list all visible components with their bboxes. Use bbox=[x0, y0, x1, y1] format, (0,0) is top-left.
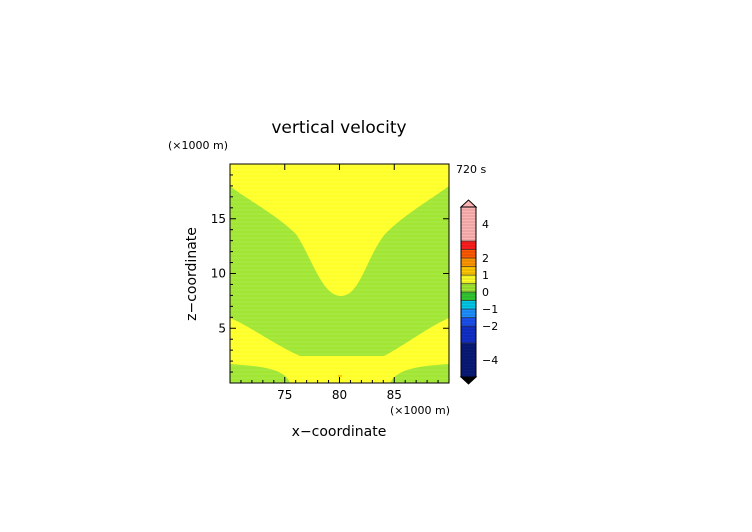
y-tick-label: 15 bbox=[211, 212, 226, 226]
colorbar-tick-label: 1 bbox=[482, 269, 489, 282]
center-speck bbox=[338, 375, 342, 377]
raster-stripes bbox=[230, 165, 449, 383]
chart-title: vertical velocity bbox=[271, 118, 406, 138]
colorbar-band bbox=[460, 266, 477, 276]
colorbar-tick-label: 0 bbox=[482, 286, 489, 299]
x-axis-label: x−coordinate bbox=[292, 424, 387, 440]
y-tick-label: 5 bbox=[218, 321, 226, 335]
lower-updraft-region bbox=[230, 318, 449, 383]
colorbar-underflow-arrow bbox=[459, 376, 478, 385]
x-unit-label: (×1000 m) bbox=[390, 404, 450, 417]
colorbar-tick-label: 2 bbox=[482, 252, 489, 265]
x-tick-label: 75 bbox=[277, 388, 292, 402]
colorbar-band bbox=[460, 291, 477, 301]
colorbar-tick-label: 4 bbox=[482, 218, 489, 231]
x-tick-label: 85 bbox=[387, 388, 402, 402]
y-unit-label: (×1000 m) bbox=[168, 139, 228, 152]
upper-updraft-region bbox=[230, 164, 449, 296]
colorbar-overflow-arrow bbox=[459, 199, 478, 208]
x-tick-label: 80 bbox=[332, 388, 347, 402]
colorbar-band bbox=[460, 300, 477, 310]
y-tick-label: 10 bbox=[211, 267, 226, 281]
colorbar-band bbox=[460, 257, 477, 267]
colorbar-tick-label: −2 bbox=[482, 320, 498, 333]
colorbar-tick-label: −1 bbox=[482, 303, 498, 316]
plot-area bbox=[230, 164, 449, 383]
x-axis: 75 80 85 bbox=[240, 164, 439, 402]
colorbar-tick-label: −4 bbox=[482, 354, 498, 367]
colorbar: 4 2 1 0 −1 −2 −4 bbox=[459, 199, 498, 385]
colorbar-band bbox=[460, 240, 477, 250]
colorbar-band bbox=[460, 206, 477, 242]
colorbar-band bbox=[460, 249, 477, 259]
colorbar-band bbox=[460, 308, 477, 318]
colorbar-band bbox=[460, 325, 477, 344]
time-label: 720 s bbox=[456, 163, 486, 176]
colorbar-band bbox=[460, 317, 477, 327]
y-axis-label: z−coordinate bbox=[184, 227, 200, 321]
y-axis: 5 10 15 bbox=[211, 174, 449, 373]
